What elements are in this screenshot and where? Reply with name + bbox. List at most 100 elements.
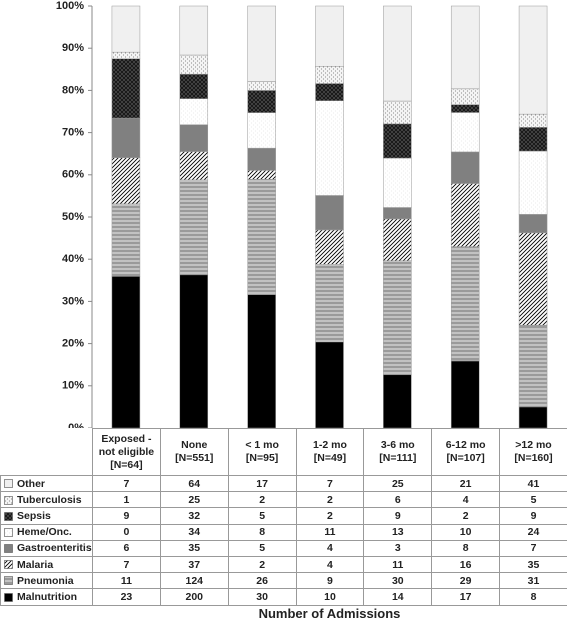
bar-segment: [247, 147, 276, 171]
table-value: 25: [159, 491, 229, 509]
bar-segment: [450, 246, 480, 362]
table-row: Tuberculosis 1 25 2 2 6 4 5: [0, 491, 567, 509]
x-tick-label: < 1 mo [N=95]: [227, 428, 297, 476]
legend-entry: Heme/Onc.: [0, 523, 93, 541]
legend-entry: Pneumonia: [0, 572, 93, 590]
table-value: 200: [159, 588, 229, 606]
table-value: 11: [92, 572, 161, 590]
y-tick-label: 100%: [56, 0, 84, 12]
legend-swatch-fill: [4, 592, 13, 602]
bar-segment: [450, 360, 480, 429]
legend-label: Heme/Onc.: [17, 526, 72, 539]
y-tick-label: 60%: [62, 169, 84, 181]
bar-segment: [450, 88, 480, 105]
y-tick-label: 70%: [62, 127, 84, 139]
bar-segment: [450, 104, 480, 113]
table-value: 5: [499, 491, 567, 509]
table-value: 26: [227, 572, 297, 590]
legend-label: Sepsis: [17, 509, 51, 522]
x-tick-label: 3-6 mo [N=111]: [363, 428, 433, 476]
bar-segment: [383, 374, 412, 429]
bar-segment: [383, 100, 412, 125]
table-value: 23: [92, 588, 161, 606]
table-value: 35: [499, 555, 567, 574]
table-value: 13: [363, 523, 433, 541]
table-value: 8: [227, 523, 297, 541]
bar-segment: [383, 157, 412, 208]
legend-entry: Malnutrition: [0, 588, 93, 606]
table-value: 124: [159, 572, 229, 590]
bar-segment: [383, 5, 412, 102]
bar-segment: [179, 73, 209, 99]
bar-segment: [315, 5, 344, 67]
bar-segment: [315, 264, 344, 343]
table-value: 2: [227, 555, 297, 574]
y-tick-label: 40%: [62, 253, 84, 265]
header-row: Exposed - not eligible [N=64] None [N=551…: [0, 428, 567, 476]
legend-label: Other: [17, 477, 46, 490]
bar-segment: [247, 112, 276, 149]
legend-label: Malnutrition: [17, 590, 78, 603]
x-tick-label: Exposed - not eligible [N=64]: [92, 428, 161, 476]
table-value: 37: [159, 555, 229, 574]
table-row: Gastroenteritis 6 35 5 4 3 8 7: [0, 539, 567, 557]
table-row: Other 7 64 17 7 25 21 41: [0, 474, 567, 493]
x-axis-title: Number of Admissions: [258, 606, 401, 621]
table-row: Pneumonia 11 124 26 9 30 29 31: [0, 572, 567, 590]
table-value: 3: [363, 539, 433, 557]
table-value: 6: [92, 539, 161, 557]
x-tick-label: 1-2 mo [N=49]: [295, 428, 365, 476]
legend-swatch: [4, 511, 13, 521]
x-tick-label: None [N=551]: [159, 428, 229, 476]
bar-segment: [315, 100, 344, 196]
table-value: 7: [295, 474, 365, 493]
bar-segment: [247, 294, 276, 429]
bar-segment: [247, 5, 276, 82]
legend-swatch: [4, 495, 13, 505]
legend-swatch-fill: [4, 511, 13, 521]
legend-entry: Gastroenteritis: [0, 539, 93, 557]
table-value: 1: [92, 491, 161, 509]
bar-segment: [111, 117, 141, 158]
table-value: 64: [159, 474, 229, 493]
legend-swatch: [4, 592, 13, 602]
table-value: 8: [499, 588, 567, 606]
table-value: 7: [499, 539, 567, 557]
table-value: 0: [92, 523, 161, 541]
table-value: 9: [363, 507, 433, 525]
table-value: 4: [295, 555, 365, 574]
table-value: 17: [227, 474, 297, 493]
y-tick-label: 20%: [62, 338, 84, 350]
table-value: 25: [363, 474, 433, 493]
legend-label: Gastroenteritis: [17, 542, 92, 555]
table-value: 30: [363, 572, 433, 590]
bar-segment: [247, 81, 276, 91]
table-value: 14: [363, 588, 433, 606]
data-table: Exposed - not eligible [N=64] None [N=551…: [0, 428, 567, 606]
table-value: 5: [227, 539, 297, 557]
legend-entry: Other: [0, 474, 93, 493]
table-value: 10: [295, 588, 365, 606]
bar-segment: [518, 324, 548, 408]
bar-segment: [518, 127, 548, 152]
table-value: 35: [159, 539, 229, 557]
table-value: 30: [227, 588, 297, 606]
bar-segment: [450, 183, 480, 247]
table-value: 16: [431, 555, 501, 574]
table-value: 7: [92, 555, 161, 574]
legend-label: Tuberculosis: [17, 493, 82, 506]
bar-segment: [383, 260, 412, 376]
bar-segment: [383, 207, 412, 220]
table-value: 2: [227, 491, 297, 509]
corner-cell: [0, 428, 93, 476]
bar-segment: [179, 274, 209, 429]
legend-swatch-fill: [4, 544, 13, 553]
x-tick-label: 6-12 mo [N=107]: [431, 428, 501, 476]
x-tick-label: >12 mo [N=160]: [499, 428, 567, 476]
bar-segment: [518, 214, 548, 234]
bar-segment: [315, 229, 344, 265]
bar-segment: [383, 123, 412, 159]
table-value: 5: [227, 507, 297, 525]
table-value: 17: [431, 588, 501, 606]
